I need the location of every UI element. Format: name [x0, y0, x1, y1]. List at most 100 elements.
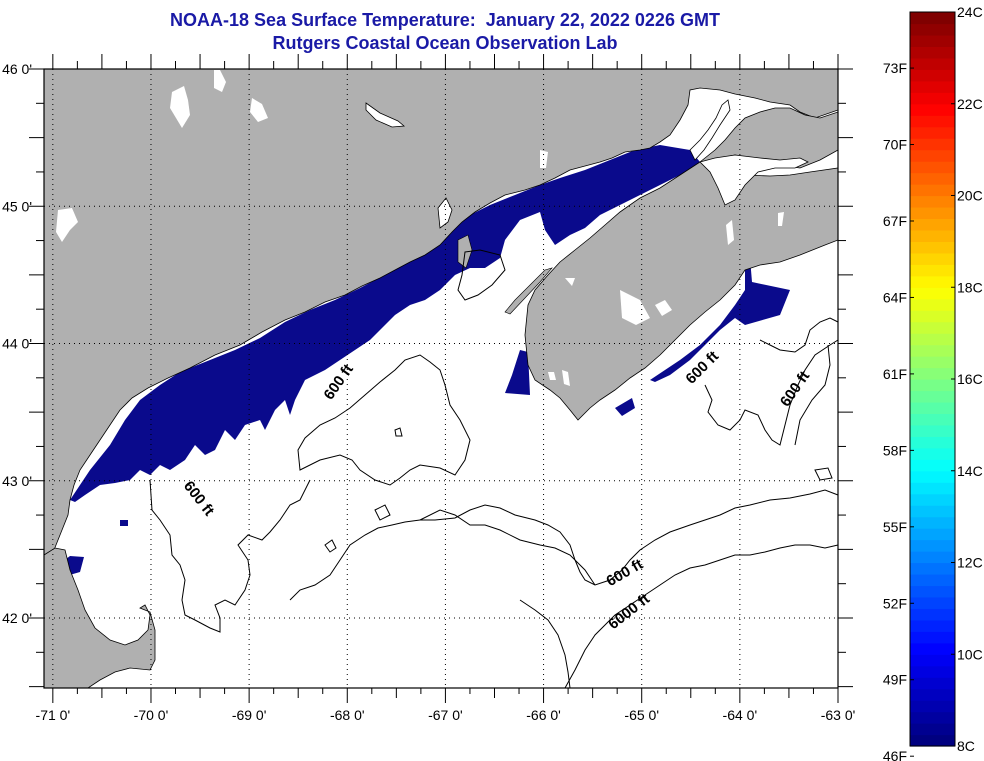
colorbar-segment	[910, 356, 955, 369]
colorbar-label-celsius: 22C	[957, 96, 983, 112]
sst-cold-region-nova-scotia-south	[615, 398, 635, 416]
contour-600ft-gulf-inner	[457, 249, 506, 301]
colorbar-segment	[910, 103, 955, 116]
colorbar-segment	[910, 573, 955, 587]
colorbar-segment	[910, 665, 955, 678]
contour-600ft-west	[149, 479, 311, 633]
colorbar-segment	[910, 711, 955, 724]
colorbar-segment	[910, 585, 955, 598]
colorbar-segment	[910, 367, 955, 380]
colorbar-segment	[910, 516, 955, 529]
lon-tick-label: -66 0'	[526, 707, 561, 723]
colorbar-label-celsius: 8C	[957, 738, 975, 754]
lake	[548, 372, 556, 380]
colorbar-segment	[910, 126, 955, 139]
colorbar-segment	[910, 218, 955, 231]
colorbar-segment	[910, 264, 955, 277]
colorbar-segment	[910, 654, 955, 667]
lake	[620, 290, 650, 325]
colorbar-segment	[910, 677, 955, 690]
colorbar-segment	[910, 333, 955, 346]
colorbar-segment	[910, 723, 955, 736]
contour-small-bank	[374, 504, 391, 521]
colorbar-segment	[910, 161, 955, 174]
colorbar-segment	[910, 734, 955, 747]
colorbar-segment	[910, 69, 955, 82]
colorbar-segment	[910, 608, 955, 621]
colorbar-segment	[910, 206, 955, 220]
contour-6000ft	[564, 544, 839, 689]
colorbar-label-celsius: 24C	[957, 4, 983, 20]
colorbar-segment	[910, 287, 955, 300]
map-title: NOAA-18 Sea Surface Temperature: January…	[170, 10, 720, 30]
colorbar-segment	[910, 528, 955, 541]
lake	[726, 220, 734, 245]
land-mainland-north	[43, 68, 839, 561]
contour-small-bank	[324, 539, 337, 553]
lon-tick-label: -67 0'	[428, 707, 463, 723]
colorbar-label-celsius: 14C	[957, 463, 983, 479]
colorbar-segment	[910, 195, 955, 208]
lake	[56, 208, 78, 242]
lat-tick-label: 44 0'	[2, 336, 32, 352]
colorbar-segment	[910, 470, 955, 483]
colorbar-segment	[910, 631, 955, 644]
colorbar-segment	[910, 46, 955, 59]
land-massachusetts	[43, 547, 156, 689]
minas-basin	[699, 154, 809, 206]
colorbar-segment	[910, 138, 955, 151]
colorbar-label-celsius: 18C	[957, 279, 983, 295]
contour-600ft-scotian-b	[794, 344, 831, 446]
colorbar-label-celsius: 12C	[957, 555, 983, 571]
contour-600ft-georges-north	[289, 489, 839, 601]
sst-cold-region-nova-scotia-southwest	[505, 350, 530, 395]
colorbar-segment	[910, 229, 955, 242]
contour-600ft-georges-south	[519, 599, 571, 689]
colorbar-segment	[910, 344, 955, 357]
colorbar-segment	[910, 539, 955, 552]
contour-600ft-northeast	[419, 509, 596, 586]
colorbar-label-fahrenheit: 73F	[883, 60, 907, 76]
contour-600ft-browns	[759, 317, 839, 353]
colorbar-segment	[910, 619, 955, 632]
colorbar-segment	[910, 413, 955, 426]
lat-tick-label: 42 0'	[2, 610, 32, 626]
colorbar-label-celsius: 10C	[957, 646, 983, 662]
sst-cold-region-nova-scotia-east	[650, 258, 790, 382]
lon-tick-label: -71 0'	[36, 707, 71, 723]
colorbar-segment	[910, 700, 955, 713]
colorbar-segment	[910, 92, 955, 105]
colorbar-segment	[910, 310, 955, 323]
colorbar-segment	[910, 57, 955, 70]
colorbar-segment	[910, 379, 955, 392]
colorbar-segment	[910, 12, 955, 25]
sst-cold-region-gulf-of-maine	[70, 145, 700, 502]
lon-tick-label: -68 0'	[330, 707, 365, 723]
colorbar-label-fahrenheit: 55F	[883, 519, 907, 535]
colorbar-segment	[910, 390, 955, 403]
colorbar-segment	[910, 447, 955, 460]
lake	[365, 102, 406, 128]
colorbar-segment	[910, 298, 955, 311]
lat-tick-label: 45 0'	[2, 198, 32, 214]
land-layer	[43, 68, 839, 689]
colorbar-segment	[910, 551, 955, 564]
colorbar-segment	[910, 184, 955, 197]
land-digby-neck	[504, 267, 553, 315]
axis-ticks	[29, 54, 853, 703]
lake	[250, 98, 268, 122]
colorbar-segment	[910, 596, 955, 609]
colorbar-label-fahrenheit: 49F	[883, 672, 907, 688]
lake	[562, 370, 570, 386]
axis-labels: -71 0' -70 0' -69 0' -68 0' -67 0' -66 0' -65 …	[2, 61, 855, 723]
colorbar-label-celsius: 16C	[957, 371, 983, 387]
colorbar-segment	[910, 252, 955, 265]
lake	[214, 70, 226, 92]
colorbar-segment	[910, 172, 955, 185]
lake	[565, 278, 575, 286]
lat-tick-label: 46 0'	[2, 61, 32, 77]
colorbar-label-fahrenheit: 67F	[883, 213, 907, 229]
colorbar-label-fahrenheit: 61F	[883, 366, 907, 382]
lake	[170, 86, 190, 128]
